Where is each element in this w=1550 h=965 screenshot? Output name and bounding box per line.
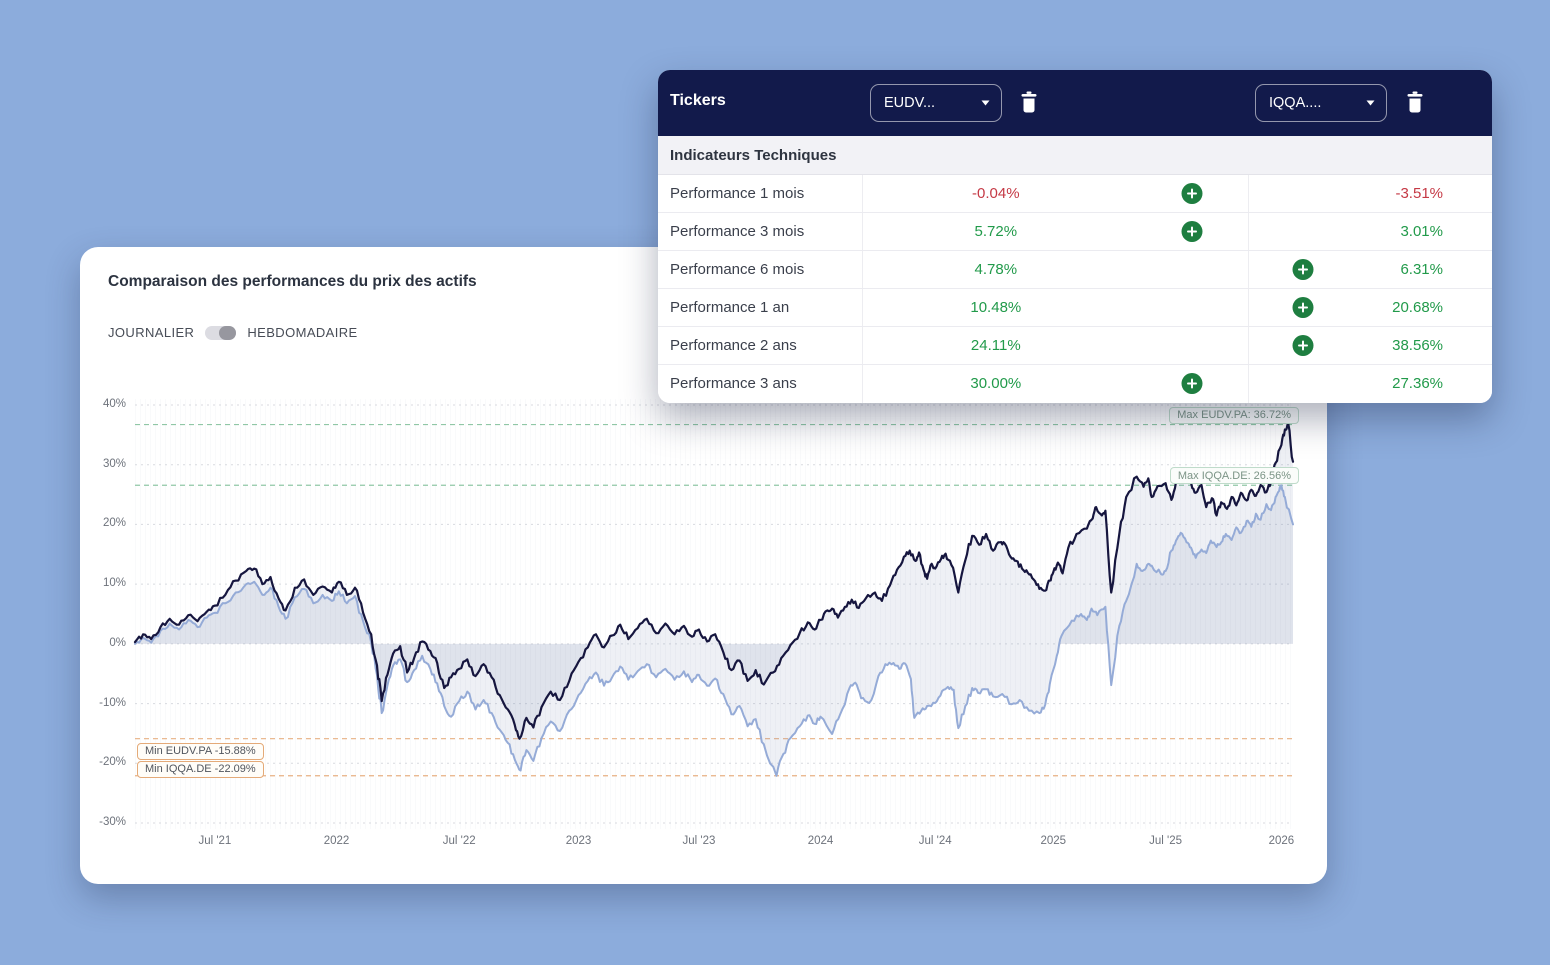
eudv-value-cell: -0.04% [862,175,1248,212]
toggle-knob [219,325,237,340]
plus-icon[interactable] [1181,183,1203,204]
eudv-value-cell: 4.78% [862,251,1248,288]
x-tick-label: 2025 [1040,835,1067,847]
table-row: Performance 3 mois 5.72% 3.01% [658,213,1492,251]
iqqa-value-cell: 20.68% [1248,289,1492,326]
table-row: Performance 1 mois -0.04% -3.51% [658,175,1492,213]
y-tick-label: 0% [109,636,126,649]
toggle-label-hebdomadaire: HEBDOMADAIRE [247,325,358,340]
plus-icon[interactable] [1292,259,1314,280]
iqqa-value-cell: 27.36% [1248,365,1492,403]
x-axis-labels: Jul '21 2022 Jul '22 2023 Jul '23 2024 Jul '24… [135,835,1295,855]
trash-icon [1407,91,1423,112]
x-tick-label: Jul '25 [1149,835,1183,847]
plus-glyph [1187,226,1198,237]
eudv-value-cell: 10.48% [862,289,1248,326]
table-row: Performance 2 ans 24.11% 38.56% [658,327,1492,365]
ticker-select-eudv-value: EUDV... [884,95,936,111]
eudv-value: -0.04% [972,185,1020,202]
technical-indicators-table: Performance 1 mois -0.04% -3.51% Perform… [658,175,1492,403]
iqqa-value: 6.31% [1400,261,1443,278]
iqqa-value: -3.51% [1395,185,1443,202]
iqqa-value-cell: 3.01% [1248,213,1492,250]
iqqa-value-cell: 38.56% [1248,327,1492,364]
ticker-select-eudv[interactable]: EUDV... [870,84,1002,122]
iqqa-value: 38.56% [1392,337,1443,354]
chevron-down-icon [981,100,990,106]
eudv-value-cell: 24.11% [862,327,1248,364]
plus-glyph [1187,378,1198,389]
y-tick-label: 10% [102,577,126,590]
x-tick-label: 2022 [323,835,350,847]
x-tick-label: Jul '22 [442,835,476,847]
chart-title: Comparaison des performances du prix des… [108,273,477,290]
iqqa-value-cell: -3.51% [1248,175,1492,212]
plus-icon[interactable] [1292,297,1314,318]
chevron-down-icon [1366,100,1375,106]
indicator-label: Performance 3 mois [670,223,805,240]
y-tick-label: 20% [102,517,126,530]
frequency-toggle-row: JOURNALIER HEBDOMADAIRE [108,325,358,340]
iqqa-value: 3.01% [1400,223,1443,240]
x-tick-label: 2026 [1268,835,1295,847]
iqqa-value-cell: 6.31% [1248,251,1492,288]
plus-icon[interactable] [1181,221,1203,242]
eudv-value: 10.48% [970,299,1022,316]
performance-chart-svg [133,404,1295,824]
iqqa-value: 27.36% [1392,375,1443,392]
x-tick-label: 2023 [565,835,592,847]
y-tick-label: 30% [102,457,126,470]
table-row: Performance 1 an 10.48% 20.68% [658,289,1492,327]
delete-ticker-eudv-button[interactable] [1016,89,1042,117]
indicator-label: Performance 3 ans [670,375,797,392]
x-tick-label: Jul '24 [918,835,952,847]
indicator-label: Performance 6 mois [670,261,805,278]
x-tick-label: Jul '21 [198,835,232,847]
toggle-label-journalier: JOURNALIER [108,325,195,340]
tickers-header: Tickers EUDV... IQQA.... [658,70,1492,136]
plus-glyph [1298,264,1308,275]
y-tick-label: 40% [102,398,126,410]
y-tick-label: -30% [99,816,126,828]
eudv-value: 4.78% [974,261,1018,278]
max-eudv-annotation: Max EUDV.PA: 36.72% [1169,406,1299,424]
eudv-value: 30.00% [970,375,1022,392]
min-eudv-annotation: Min EUDV.PA -15.88% [137,742,264,760]
plus-glyph [1298,302,1308,313]
min-iqqa-annotation: Min IQQA.DE -22.09% [137,760,264,778]
trash-icon [1021,91,1037,112]
table-row: Performance 6 mois 4.78% 6.31% [658,251,1492,289]
y-axis-labels: 40% 30% 20% 10% 0% -10% -20% -30% [80,398,128,829]
eudv-value: 5.72% [974,223,1018,240]
technical-indicators-header: Indicateurs Techniques [658,136,1492,175]
tickers-title: Tickers [670,92,726,109]
plus-icon[interactable] [1292,335,1314,356]
indicator-label: Performance 1 mois [670,185,805,202]
plus-glyph [1187,188,1198,199]
frequency-toggle-switch[interactable] [205,325,237,340]
max-iqqa-annotation: Max IQQA.DE: 26.56% [1169,467,1299,485]
x-tick-label: Jul '23 [682,835,716,847]
performance-chart-plot: Max EUDV.PA: 36.72% Max IQQA.DE: 26.56% Mi… [133,399,1299,829]
eudv-value: 24.11% [970,337,1021,354]
ticker-select-iqqa-value: IQQA.... [1269,95,1322,111]
plus-glyph [1298,340,1308,351]
y-tick-label: -10% [99,696,126,709]
eudv-value-cell: 5.72% [862,213,1248,250]
y-tick-label: -20% [99,756,126,769]
table-row: Performance 3 ans 30.00% 27.36% [658,365,1492,403]
eudv-value-cell: 30.00% [862,365,1248,403]
plus-icon[interactable] [1181,373,1203,394]
delete-ticker-iqqa-button[interactable] [1402,89,1428,117]
tickers-panel: Tickers EUDV... IQQA.... Indicateurs Tec… [658,70,1492,403]
indicator-label: Performance 2 ans [670,337,797,354]
x-tick-label: 2024 [807,835,834,847]
iqqa-value: 20.68% [1392,299,1443,316]
ticker-select-iqqa[interactable]: IQQA.... [1255,84,1387,122]
indicator-label: Performance 1 an [670,299,790,316]
